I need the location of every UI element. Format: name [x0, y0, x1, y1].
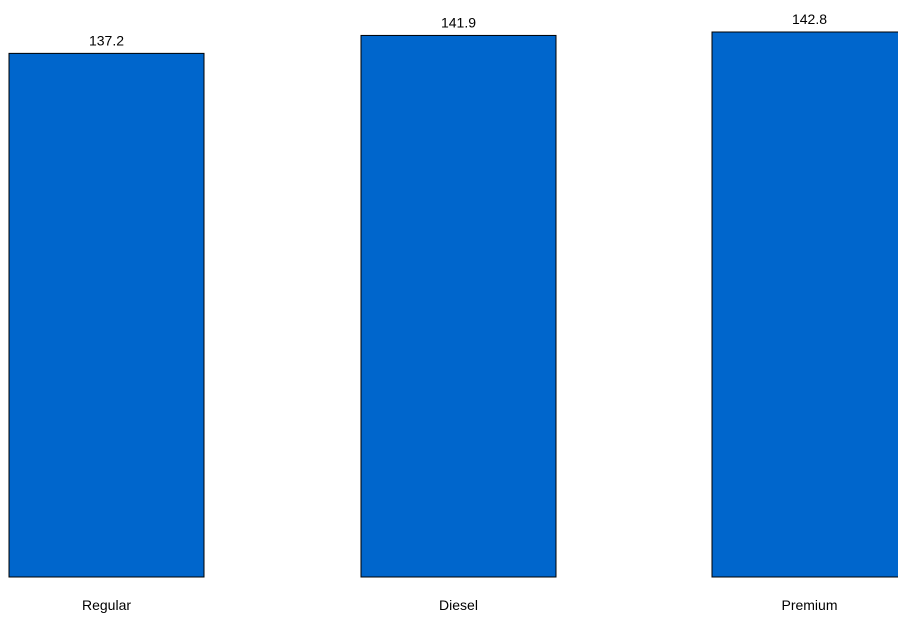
- category-labels-group: Regular Diesel Premium: [82, 597, 838, 613]
- bar-regular: [8, 52, 205, 578]
- category-label-premium: Premium: [781, 597, 837, 613]
- bar-premium: [711, 31, 898, 578]
- category-label-regular: Regular: [82, 597, 131, 613]
- value-label-diesel: 141.9: [441, 14, 476, 30]
- bar-diesel: [360, 34, 557, 578]
- value-labels-group: 137.2 141.9 142.8: [89, 11, 827, 48]
- bars-group: [8, 31, 898, 578]
- value-label-premium: 142.8: [792, 11, 827, 27]
- category-label-diesel: Diesel: [439, 597, 478, 613]
- value-label-regular: 137.2: [89, 32, 124, 48]
